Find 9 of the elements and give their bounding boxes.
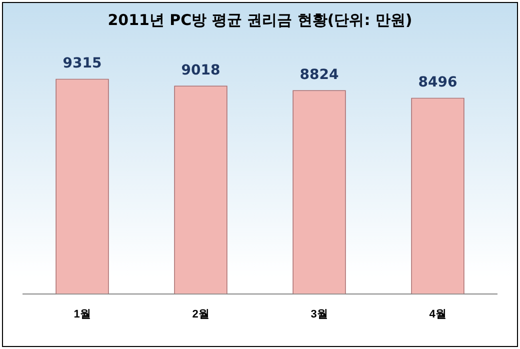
x-tick-label: 1월 <box>74 308 91 320</box>
x-tick-label: 4월 <box>429 308 446 320</box>
data-label: 9315 <box>62 55 102 72</box>
x-tick-label: 2월 <box>192 308 210 320</box>
x-tick-label: 3월 <box>310 308 328 320</box>
data-label: 9018 <box>181 62 220 78</box>
chart-title: 2011년 PC방 평균 권리금 현황(단위: 만원) <box>106 11 414 30</box>
data-label: 8824 <box>300 66 339 83</box>
data-label: 8496 <box>418 74 458 90</box>
